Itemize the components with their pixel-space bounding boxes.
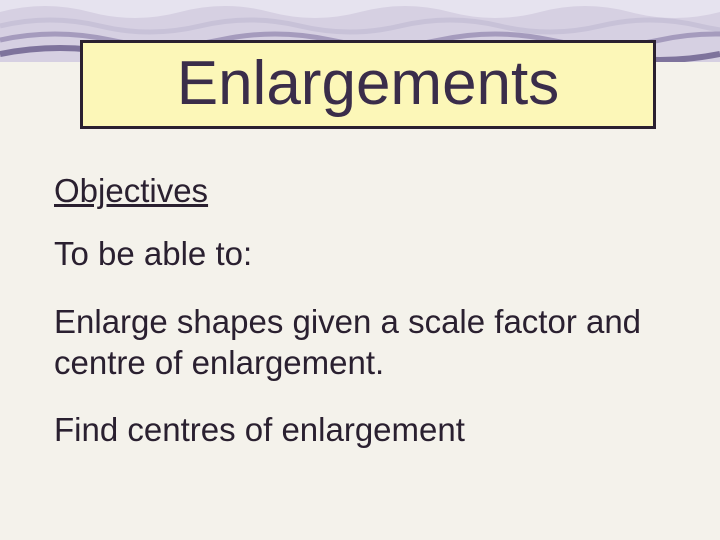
intro-line: To be able to: [54,233,666,274]
slide-title: Enlargements [93,51,643,116]
content-area: Objectives To be able to: Enlarge shapes… [54,170,666,450]
title-box: Enlargements [80,40,656,129]
bullet-2: Find centres of enlargement [54,409,666,450]
bullet-1: Enlarge shapes given a scale factor and … [54,301,666,384]
objectives-heading: Objectives [54,170,666,211]
